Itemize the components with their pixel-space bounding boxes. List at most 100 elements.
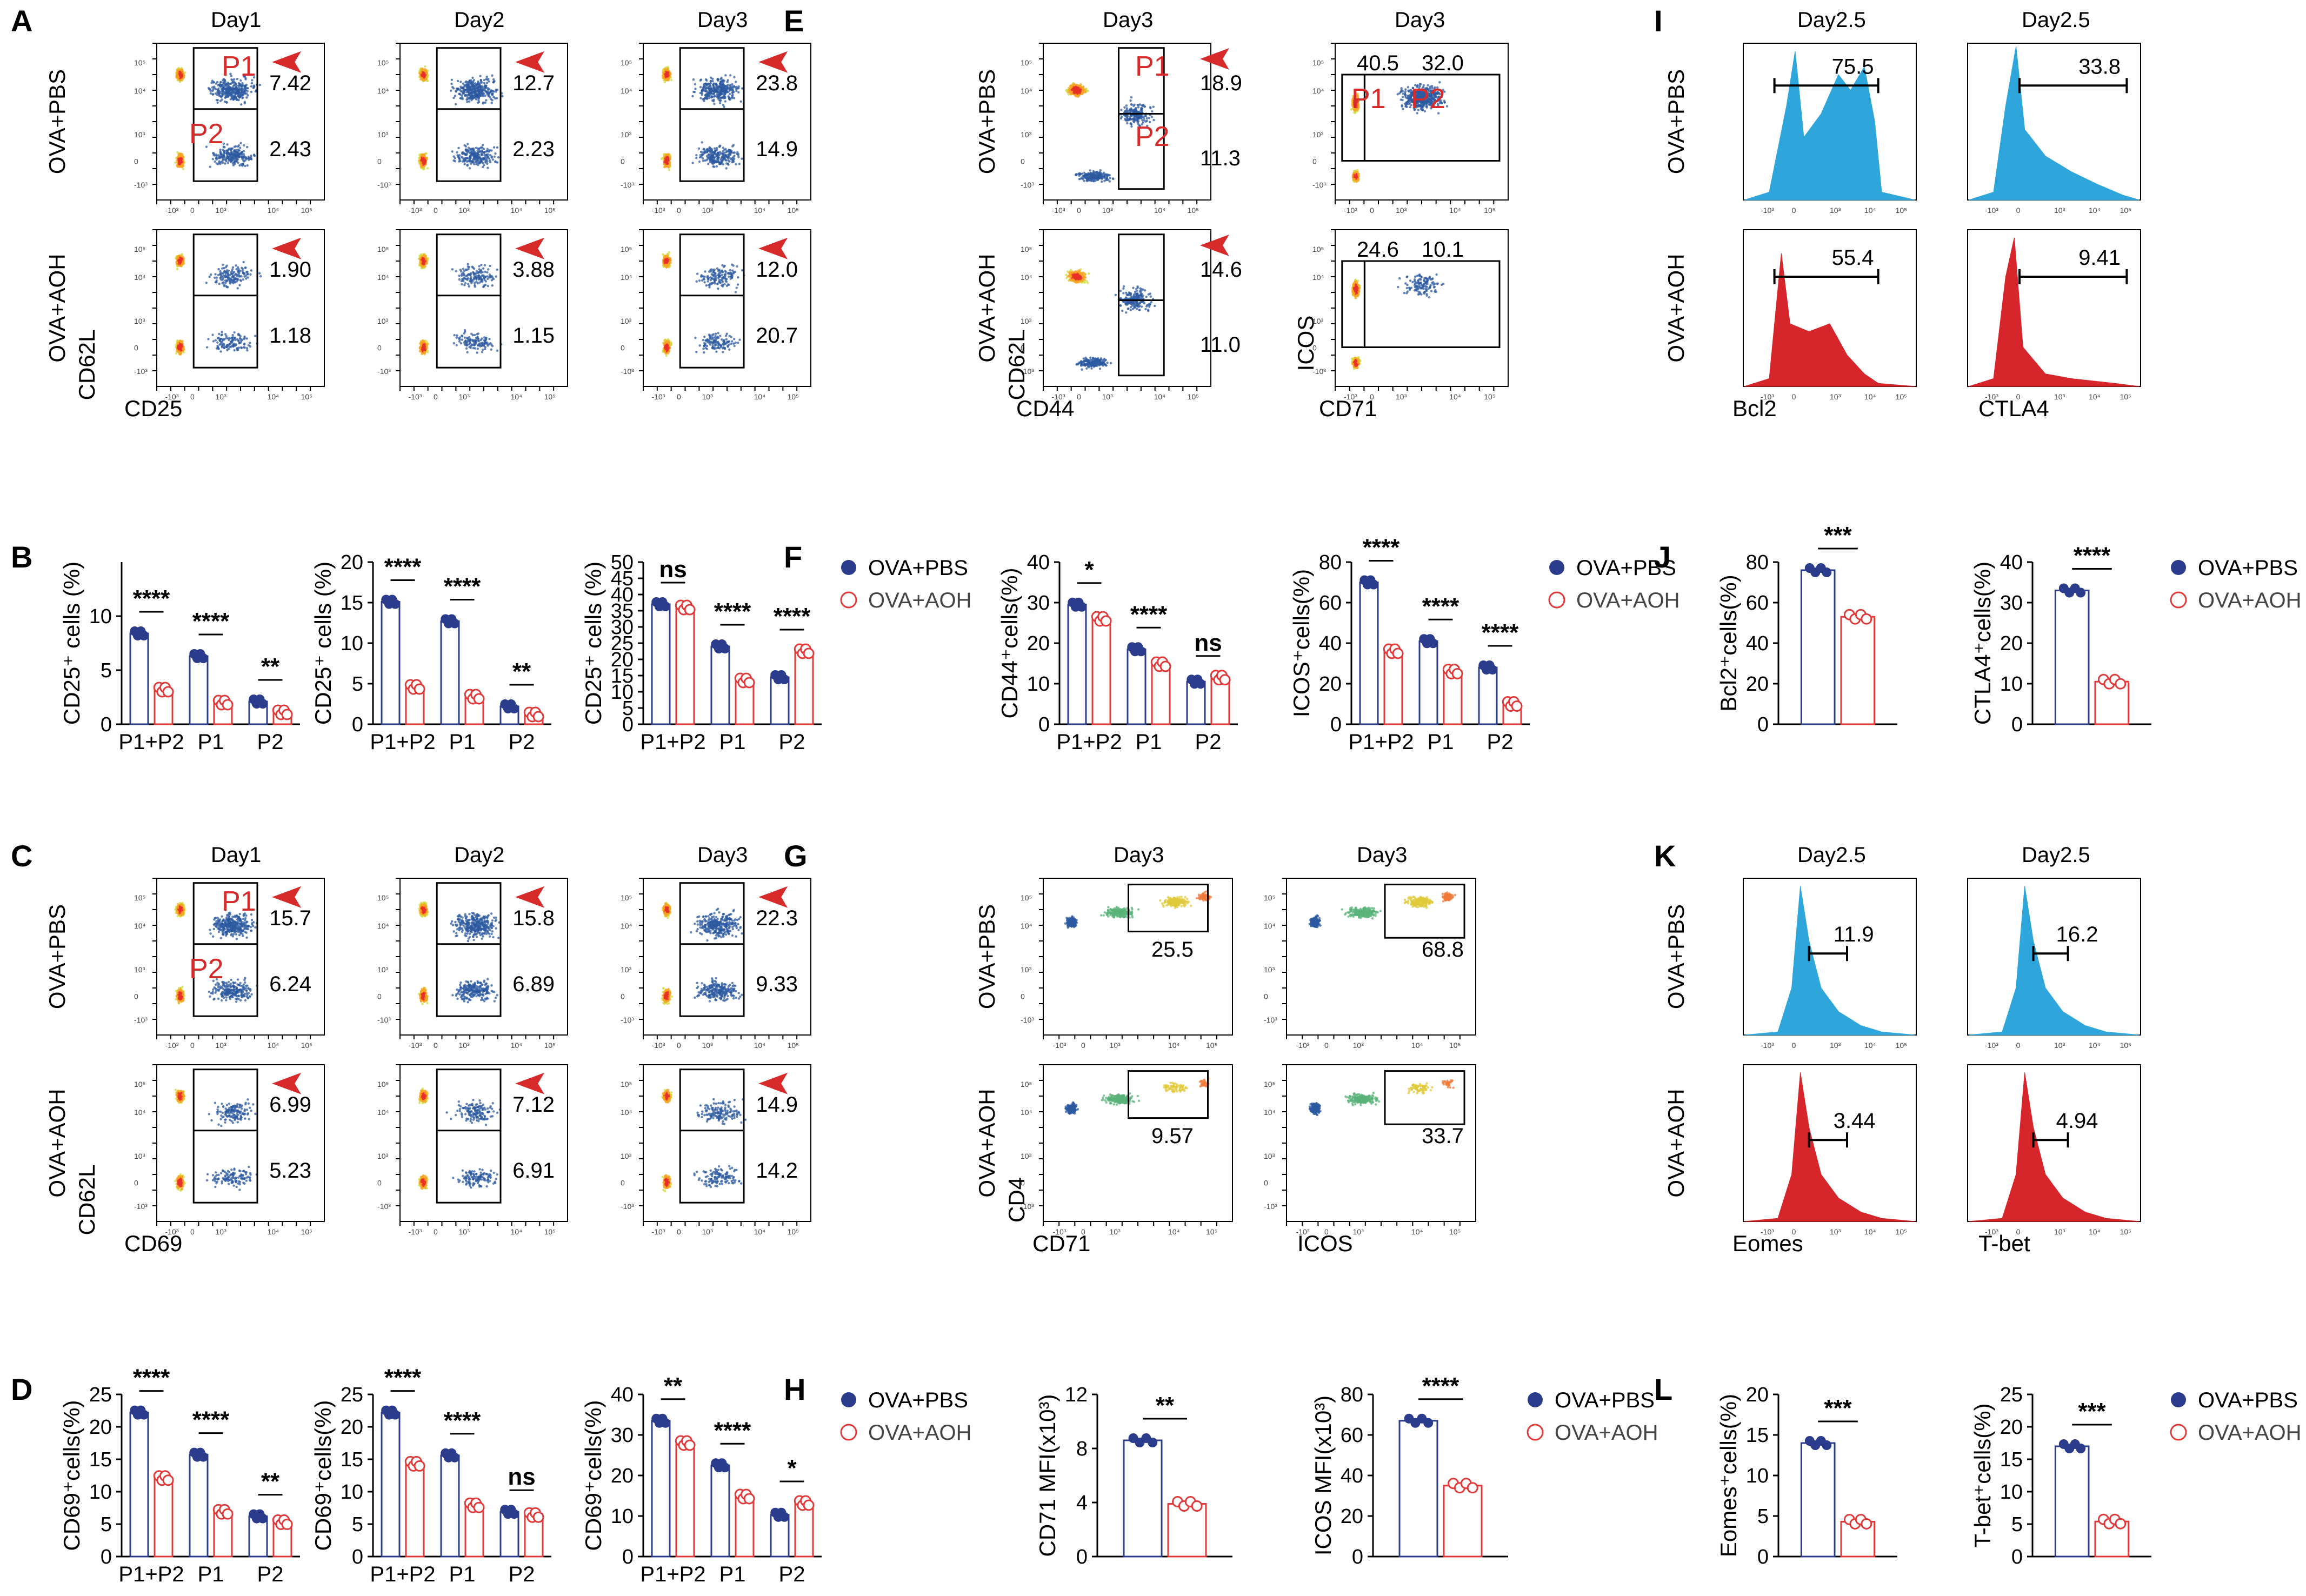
event-dot — [226, 95, 229, 97]
event-dot — [489, 149, 491, 151]
event-dot — [236, 278, 238, 280]
event-dot — [496, 146, 498, 149]
event-dot — [179, 345, 181, 348]
event-dot — [457, 156, 459, 158]
event-dot — [450, 90, 452, 92]
event-dot — [231, 97, 233, 99]
event-dot — [230, 152, 232, 154]
event-dot — [487, 78, 489, 80]
event-dot — [211, 90, 214, 92]
event-dot — [452, 97, 455, 99]
event-dot — [212, 158, 214, 160]
event-dot — [480, 158, 482, 161]
event-dot — [495, 90, 497, 92]
event-dot — [233, 84, 235, 86]
event-dot — [494, 161, 496, 163]
event-dot — [665, 165, 668, 167]
event-dot — [223, 267, 225, 269]
event-dot — [205, 282, 208, 284]
event-dot — [713, 103, 715, 105]
event-dot — [471, 77, 474, 79]
y-tick: 10⁴ — [134, 86, 146, 95]
event-dot — [710, 77, 712, 79]
event-dot — [211, 86, 214, 89]
event-dot — [478, 101, 480, 103]
event-dot — [209, 166, 211, 168]
event-dot — [729, 153, 731, 156]
event-dot — [216, 279, 218, 282]
event-dot — [709, 150, 711, 152]
event-dot — [175, 157, 177, 159]
event-dot — [470, 160, 472, 162]
event-dot — [477, 162, 479, 164]
event-dot — [177, 347, 179, 349]
event-dot — [491, 74, 493, 76]
event-dot — [244, 165, 246, 167]
event-dot — [224, 271, 226, 273]
y-tick: 0 — [134, 157, 138, 166]
gate-value-upper: 23.8 — [756, 71, 798, 95]
y-tick: 10³ — [621, 130, 632, 139]
event-dot — [246, 146, 248, 148]
event-dot — [241, 90, 243, 92]
event-dot — [487, 153, 489, 156]
event-dot — [475, 98, 477, 100]
event-dot — [234, 155, 236, 157]
event-dot — [229, 94, 231, 96]
event-dot — [501, 95, 503, 97]
event-dot — [733, 155, 735, 157]
event-dot — [222, 264, 224, 266]
event-dot — [180, 165, 182, 167]
gate-value-lower: 14.9 — [756, 137, 798, 161]
event-dot — [724, 148, 727, 150]
event-dot — [182, 168, 184, 170]
event-dot — [465, 81, 468, 83]
event-dot — [236, 87, 238, 89]
event-dot — [253, 84, 255, 86]
event-dot — [470, 149, 472, 151]
event-dot — [235, 145, 237, 148]
event-dot — [218, 83, 220, 85]
event-dot — [729, 74, 731, 76]
event-dot — [422, 162, 424, 164]
event-dot — [238, 272, 240, 274]
event-dot — [477, 94, 479, 96]
event-dot — [737, 87, 739, 89]
event-dot — [241, 151, 243, 153]
event-dot — [731, 95, 733, 97]
y-tick: -10³ — [621, 181, 634, 189]
event-dot — [465, 91, 468, 93]
event-dot — [472, 91, 475, 94]
event-dot — [233, 271, 235, 273]
event-dot — [714, 150, 716, 152]
event-dot — [663, 153, 665, 156]
event-dot — [181, 69, 183, 71]
event-dot — [719, 81, 722, 83]
event-dot — [243, 102, 245, 104]
figure-canvas: A Day1 Day2 Day3OVA+PBS10⁵10⁴10³0-10³-10³ 0 1… — [0, 0, 2306, 1596]
event-dot — [484, 102, 486, 104]
event-dot — [245, 84, 248, 86]
event-dot — [699, 86, 702, 88]
event-dot — [251, 82, 253, 84]
event-dot — [421, 78, 423, 81]
event-dot — [243, 144, 245, 146]
event-dot — [236, 280, 238, 282]
event-dot — [491, 94, 494, 96]
event-dot — [699, 154, 702, 156]
event-dot — [484, 95, 486, 97]
event-dot — [486, 76, 488, 78]
event-dot — [243, 273, 245, 275]
event-dot — [474, 85, 476, 88]
event-dot — [475, 92, 477, 94]
event-dot — [664, 74, 666, 76]
event-dot — [733, 97, 735, 99]
event-dot — [470, 154, 472, 156]
event-dot — [701, 89, 703, 91]
x-tick: 10⁵ — [544, 206, 556, 215]
event-dot — [179, 262, 181, 264]
event-dot — [249, 273, 251, 276]
event-dot — [214, 154, 216, 156]
event-dot — [716, 158, 718, 160]
event-dot — [710, 82, 712, 84]
